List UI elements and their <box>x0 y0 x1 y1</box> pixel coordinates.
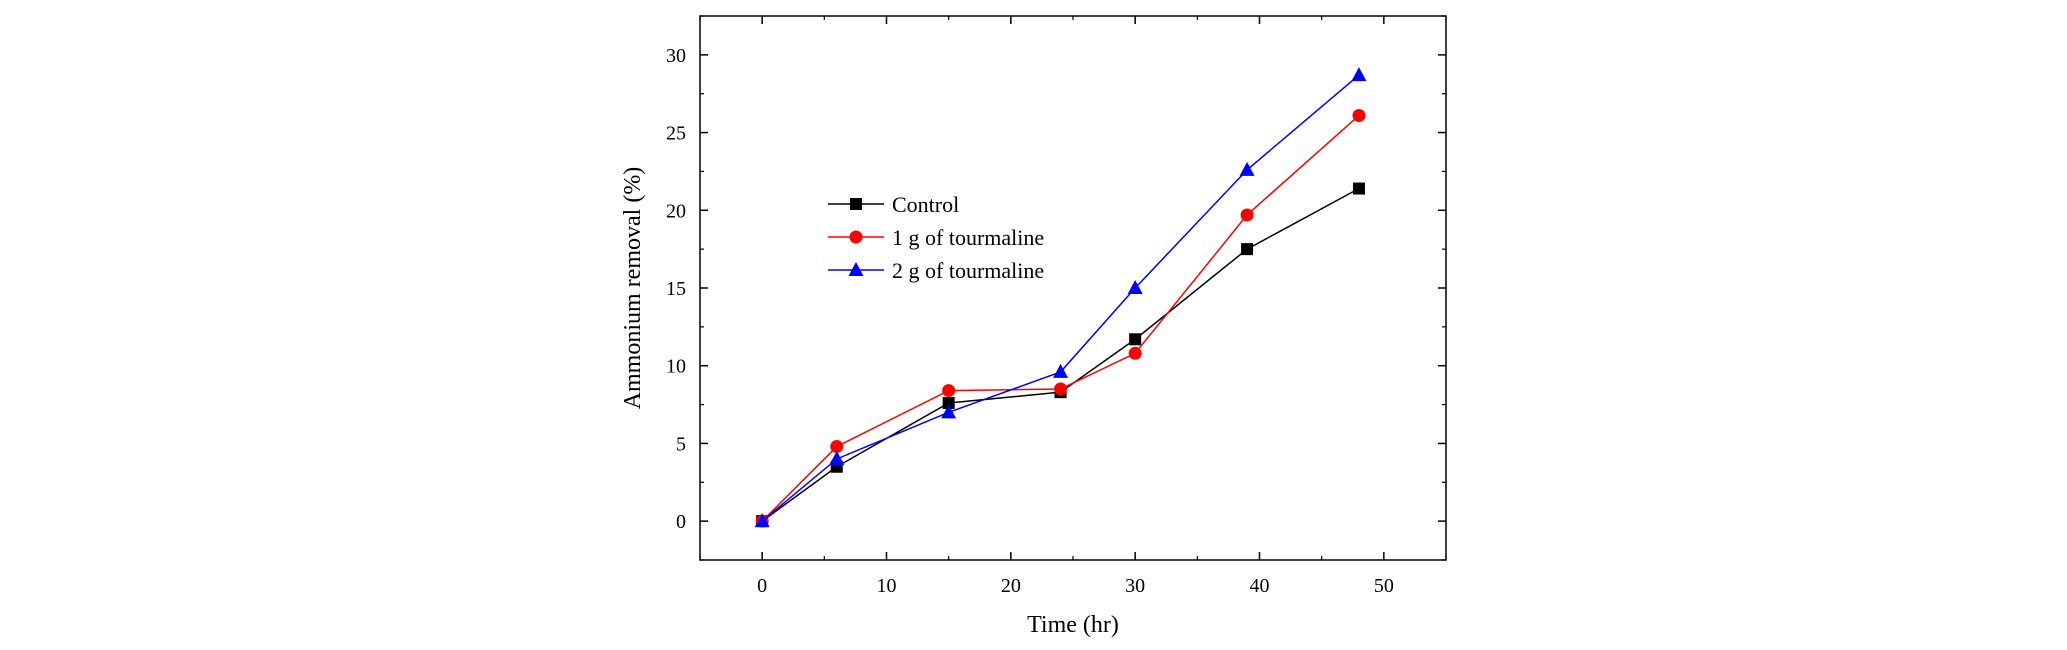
data-point <box>1128 346 1142 360</box>
y-tick-label: 0 <box>676 511 686 533</box>
x-tick-label: 10 <box>877 575 897 597</box>
y-tick-label: 15 <box>666 278 686 300</box>
series-1 <box>756 182 1365 528</box>
data-point <box>1053 363 1069 378</box>
data-point <box>1352 108 1366 122</box>
x-tick-label: 0 <box>757 575 767 597</box>
legend-marker <box>848 262 864 276</box>
x-tick-label: 20 <box>1001 575 1021 597</box>
x-tick-label: 30 <box>1125 575 1145 597</box>
data-point <box>1352 182 1365 195</box>
legend-label: 2 g of tourmaline <box>892 258 1044 283</box>
data-point <box>1129 333 1142 346</box>
data-point <box>1239 161 1255 176</box>
y-tick-label: 25 <box>666 123 686 145</box>
series-line <box>761 114 1360 522</box>
y-tick-label: 30 <box>666 45 686 67</box>
x-axis-title: Time (hr) <box>1027 612 1119 638</box>
x-tick-label: 50 <box>1374 575 1394 597</box>
legend-item: 2 g of tourmaline <box>828 258 1044 283</box>
series-line <box>761 74 1360 522</box>
y-tick-label: 10 <box>666 356 686 378</box>
y-tick-label: 5 <box>676 433 686 455</box>
series-layer <box>754 67 1367 528</box>
series-3 <box>754 67 1367 528</box>
x-tick-label: 40 <box>1250 575 1270 597</box>
data-point <box>942 397 955 410</box>
series-2 <box>755 108 1366 528</box>
axis-ticks: 0 10 20 30 40 50 0 5 10 15 20 25 30 <box>666 15 1447 597</box>
data-point <box>830 440 844 454</box>
y-tick-label: 20 <box>666 200 686 222</box>
data-point <box>1351 67 1367 82</box>
data-point <box>1054 382 1068 396</box>
y-axis-title: Ammonium removal (%) <box>620 167 646 410</box>
data-point <box>942 384 956 398</box>
data-point <box>1241 243 1254 256</box>
legend-item: Control <box>828 192 959 217</box>
data-point <box>829 450 845 465</box>
legend-marker <box>849 230 863 244</box>
legend: Control 1 g of tourmaline 2 g of tourmalin… <box>828 192 1044 283</box>
legend-marker <box>850 198 862 210</box>
plot-frame <box>699 15 1447 561</box>
data-point <box>1127 280 1143 294</box>
legend-label: 1 g of tourmaline <box>892 225 1044 250</box>
data-point <box>1240 208 1254 222</box>
data-point <box>754 513 770 528</box>
legend-item: 1 g of tourmaline <box>828 225 1044 250</box>
data-point <box>941 404 957 419</box>
legend-label: Control <box>892 192 959 217</box>
